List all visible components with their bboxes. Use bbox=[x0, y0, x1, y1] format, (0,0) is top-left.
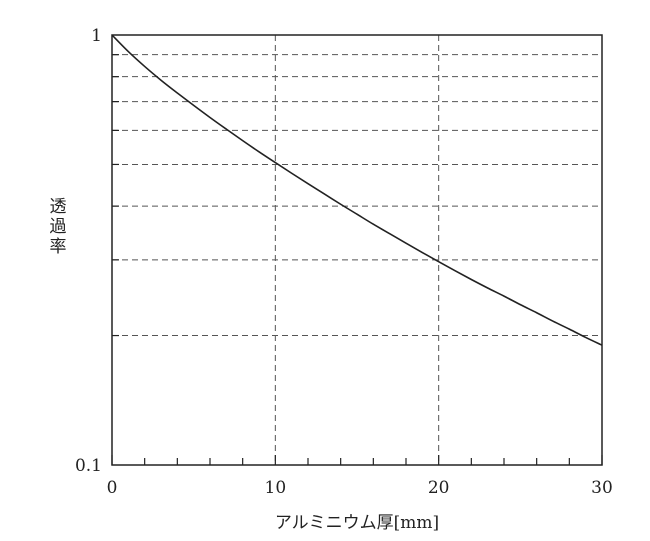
series-line bbox=[111, 34, 603, 346]
y-axis-title-char: 率 bbox=[50, 237, 67, 257]
tick-layer bbox=[111, 54, 603, 465]
x-axis-title: アルミニウム厚[mm] bbox=[275, 513, 439, 533]
x-tick-label: 10 bbox=[265, 478, 287, 498]
y-axis-title-char: 透 bbox=[50, 197, 67, 217]
y-axis-title-char: 過 bbox=[50, 217, 67, 237]
x-tick-label: 20 bbox=[428, 478, 450, 498]
y-tick-label: 1 bbox=[91, 26, 102, 46]
x-tick-label: 30 bbox=[591, 478, 613, 498]
y-tick-label: 0.1 bbox=[75, 456, 102, 476]
y-axis-title: 透過率 bbox=[50, 197, 67, 257]
series-layer bbox=[111, 34, 603, 346]
grid-layer bbox=[112, 35, 602, 465]
x-tick-label: 0 bbox=[107, 478, 118, 498]
plot-frame bbox=[111, 34, 603, 466]
label-layer: 0 10 20 30 1 0.1 bbox=[75, 26, 613, 498]
